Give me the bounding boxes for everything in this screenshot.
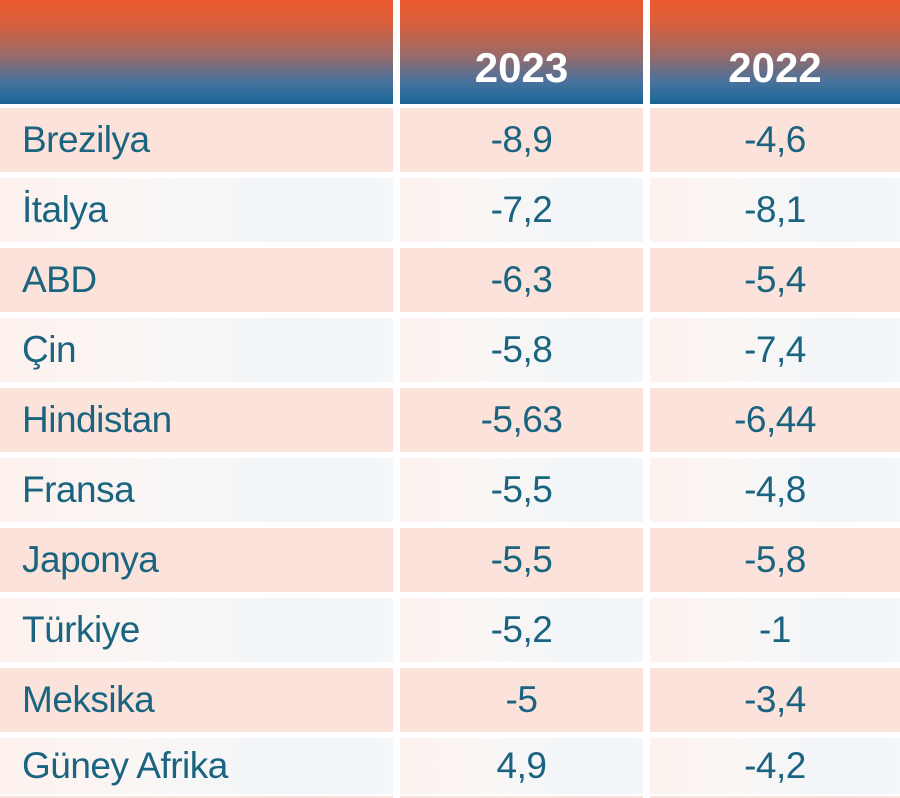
table-row: Brezilya -8,9 -4,6 [0,108,900,172]
table-row: Meksika -5 -3,4 [0,668,900,732]
country-label: Güney Afrika [0,738,393,794]
value-2022: -3,4 [650,668,900,732]
header-year-2022: 2022 [650,0,900,104]
value-2022: -5,4 [650,248,900,312]
table-row: Fransa -5,5 -4,8 [0,458,900,522]
value-2022: -5,8 [650,528,900,592]
country-label: Hindistan [0,388,393,452]
value-2023: -6,3 [400,248,643,312]
value-2022: -1 [650,598,900,662]
country-label: Fransa [0,458,393,522]
value-2023: -5,63 [400,388,643,452]
value-2023: -8,9 [400,108,643,172]
header-country-cell [0,0,393,104]
table-row: Hindistan -5,63 -6,44 [0,388,900,452]
country-label: ABD [0,248,393,312]
country-label: Meksika [0,668,393,732]
value-2022: -7,4 [650,318,900,382]
value-2023: -5,5 [400,528,643,592]
value-2022: -4,6 [650,108,900,172]
value-2023: -5,2 [400,598,643,662]
table-header-row: 2023 2022 [0,0,900,104]
country-label: Japonya [0,528,393,592]
country-label: Çin [0,318,393,382]
table-row: ABD -6,3 -5,4 [0,248,900,312]
table-row: Güney Afrika 4,9 -4,2 [0,738,900,794]
clipped-next-row-edge [0,796,900,798]
country-label: Brezilya [0,108,393,172]
value-2023: -5,5 [400,458,643,522]
value-2023: -5 [400,668,643,732]
country-label: İtalya [0,178,393,242]
country-label: Türkiye [0,598,393,662]
table-row: Japonya -5,5 -5,8 [0,528,900,592]
table-row: İtalya -7,2 -8,1 [0,178,900,242]
value-2022: -8,1 [650,178,900,242]
value-2023: 4,9 [400,738,643,794]
table-row: Çin -5,8 -7,4 [0,318,900,382]
table-row: Türkiye -5,2 -1 [0,598,900,662]
value-2022: -6,44 [650,388,900,452]
value-2023: -7,2 [400,178,643,242]
value-2022: -4,2 [650,738,900,794]
value-2022: -4,8 [650,458,900,522]
header-year-2023: 2023 [400,0,643,104]
value-2023: -5,8 [400,318,643,382]
